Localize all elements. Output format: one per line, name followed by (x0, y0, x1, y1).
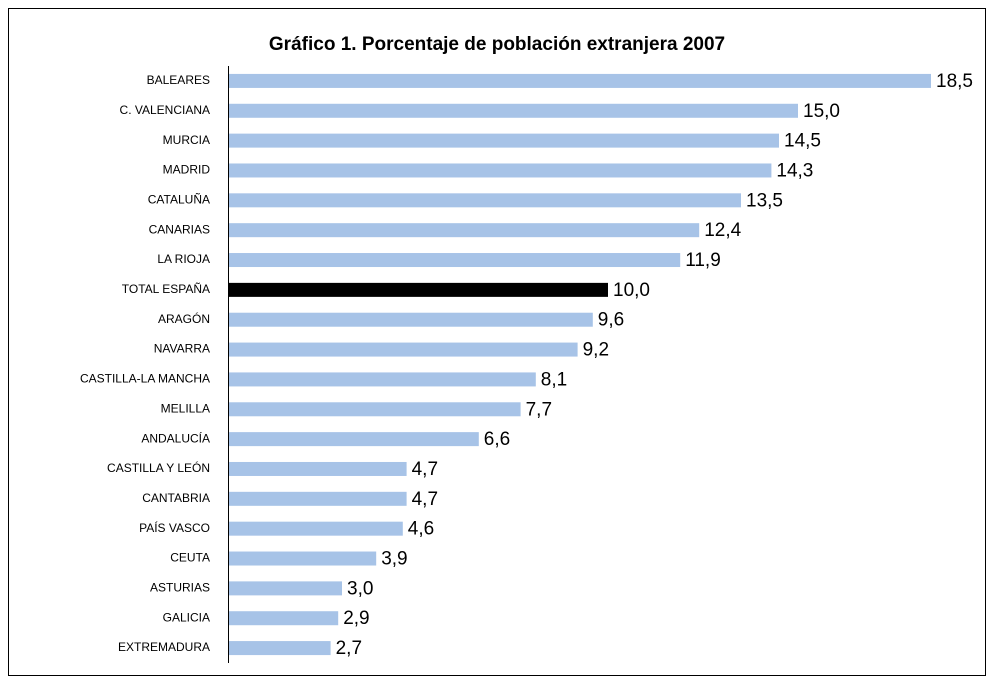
value-label: 9,6 (598, 310, 624, 331)
bar (228, 163, 772, 178)
value-label: 15,0 (803, 101, 840, 122)
bar (228, 312, 593, 327)
bar (228, 551, 377, 566)
y-tick-label: MURCIA (163, 133, 210, 147)
bar (228, 253, 681, 268)
bar (228, 193, 741, 208)
y-tick-label: ANDALUCÍA (141, 430, 210, 445)
bar (228, 223, 700, 238)
bar (228, 372, 536, 387)
y-tick-label: BALEARES (147, 73, 210, 87)
bar (228, 282, 608, 297)
bar (228, 133, 779, 148)
value-label: 9,2 (583, 340, 609, 361)
bar (228, 611, 339, 626)
bar (228, 432, 479, 447)
y-tick-label: CANTABRIA (142, 491, 210, 505)
bar (228, 402, 521, 417)
value-label: 2,7 (336, 638, 362, 659)
bar (228, 103, 798, 118)
bar (228, 491, 407, 506)
y-tick-label: MADRID (163, 163, 211, 177)
value-label: 12,4 (704, 220, 741, 241)
value-label: 14,5 (784, 131, 821, 152)
y-tick-label: EXTREMADURA (118, 640, 210, 654)
y-tick-label: MELILLA (161, 401, 210, 415)
y-tick-label: LA RIOJA (157, 252, 210, 266)
value-label: 4,7 (412, 489, 438, 510)
value-label: 4,7 (412, 459, 438, 480)
value-label: 14,3 (776, 160, 813, 181)
y-tick-label: TOTAL ESPAÑA (122, 282, 210, 296)
value-label: 2,9 (343, 608, 369, 629)
bar (228, 581, 342, 596)
y-tick-label: CATALUÑA (148, 192, 210, 206)
value-label: 7,7 (526, 399, 552, 420)
y-tick-label: ASTURIAS (150, 581, 210, 595)
value-label: 6,6 (484, 429, 510, 450)
y-tick-label: ARAGÓN (158, 311, 210, 326)
bar (228, 521, 403, 536)
y-tick-label: CEUTA (170, 551, 210, 565)
value-label: 11,9 (685, 250, 721, 271)
chart-frame (8, 8, 986, 676)
value-label: 18,5 (936, 71, 973, 92)
bar (228, 461, 407, 476)
bar (228, 641, 331, 656)
bar (228, 73, 931, 88)
value-label: 4,6 (408, 519, 434, 540)
value-label: 3,9 (381, 549, 407, 570)
y-tick-label: NAVARRA (154, 342, 210, 356)
y-tick-label: CANARIAS (149, 222, 210, 236)
y-tick-label: GALICIA (163, 610, 210, 624)
y-tick-label: CASTILLA-LA MANCHA (80, 372, 210, 386)
y-tick-label: C. VALENCIANA (120, 103, 210, 117)
value-label: 3,0 (347, 578, 373, 599)
value-label: 10,0 (613, 280, 650, 301)
chart-title: Gráfico 1. Porcentaje de población extra… (269, 34, 725, 55)
bar (228, 342, 578, 357)
value-label: 8,1 (541, 369, 567, 390)
value-label: 13,5 (746, 190, 783, 211)
y-tick-label: PAÍS VASCO (139, 520, 210, 535)
y-tick-label: CASTILLA Y LEÓN (107, 460, 210, 475)
